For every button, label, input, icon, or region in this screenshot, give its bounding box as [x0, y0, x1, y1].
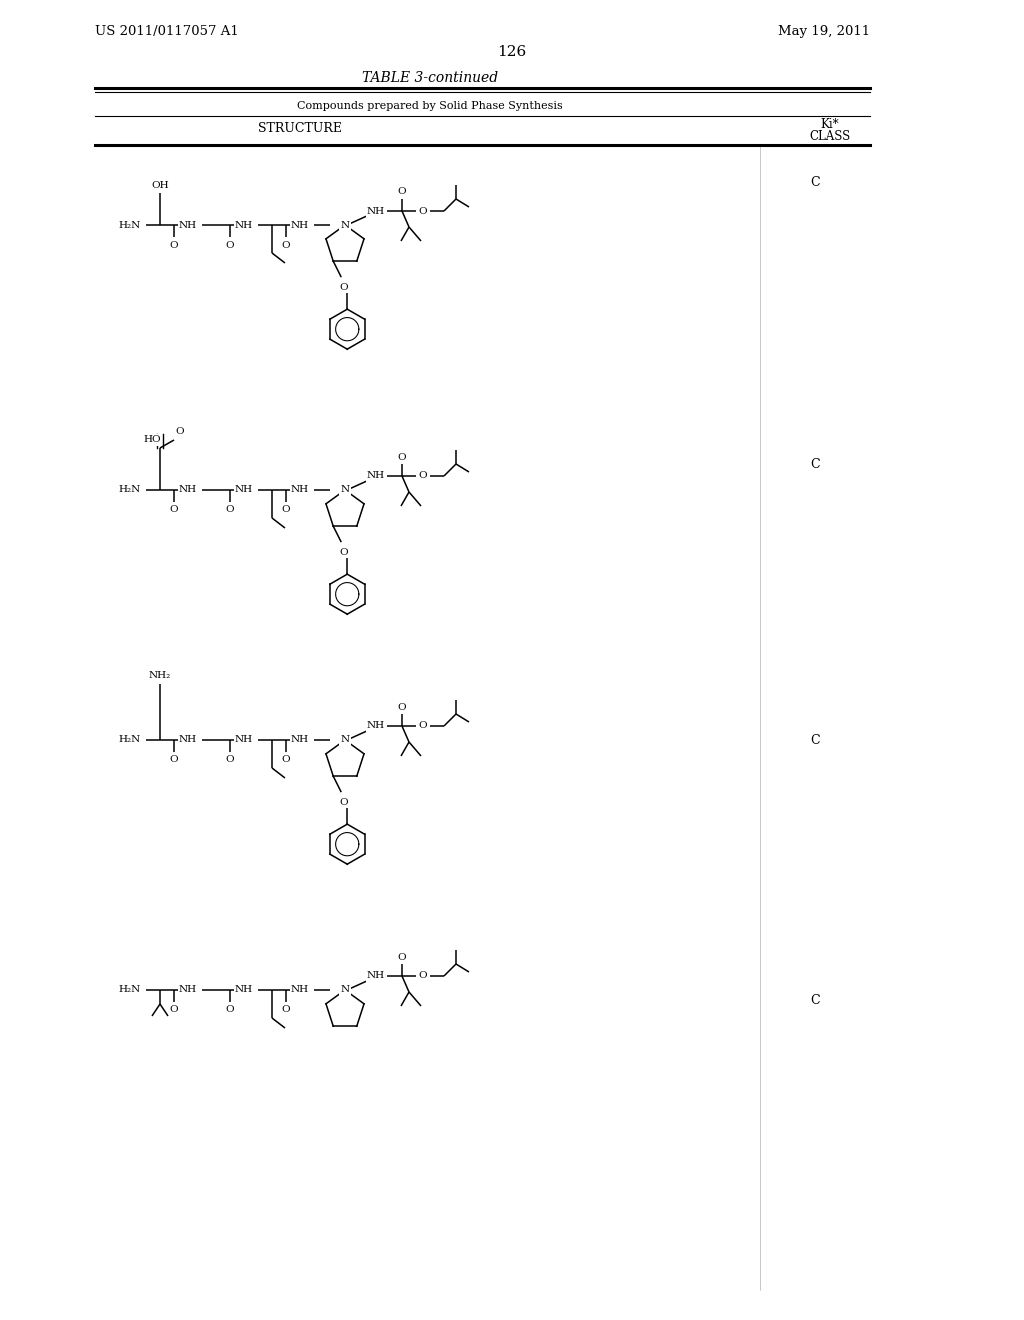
Text: O: O [397, 702, 407, 711]
Text: NH: NH [291, 735, 309, 744]
Text: H₂N: H₂N [119, 986, 141, 994]
Text: O: O [397, 953, 407, 961]
Text: O: O [339, 548, 347, 557]
Text: N: N [340, 220, 349, 230]
Text: O: O [170, 506, 178, 515]
Text: NH: NH [291, 986, 309, 994]
Text: O: O [419, 206, 427, 215]
Text: O: O [225, 755, 234, 764]
Text: N: N [340, 486, 349, 495]
Text: O: O [339, 282, 347, 292]
Text: NH: NH [367, 471, 385, 480]
Text: N: N [340, 986, 349, 994]
Text: H₂N: H₂N [119, 735, 141, 744]
Text: HO: HO [143, 436, 161, 445]
Text: O: O [225, 506, 234, 515]
Text: NH: NH [179, 220, 197, 230]
Text: NH: NH [179, 735, 197, 744]
Text: O: O [176, 428, 184, 437]
Text: O: O [170, 755, 178, 764]
Text: NH: NH [234, 735, 253, 744]
Text: O: O [282, 755, 291, 764]
Text: C: C [810, 994, 820, 1006]
Text: O: O [397, 453, 407, 462]
Text: O: O [170, 240, 178, 249]
Text: May 19, 2011: May 19, 2011 [778, 25, 870, 38]
Text: NH: NH [367, 722, 385, 730]
Text: NH: NH [234, 486, 253, 495]
Text: CLASS: CLASS [809, 129, 851, 143]
Text: O: O [397, 187, 407, 197]
Text: O: O [225, 240, 234, 249]
Text: NH₂: NH₂ [148, 672, 171, 681]
Text: NH: NH [291, 486, 309, 495]
Text: OH: OH [152, 181, 169, 190]
Text: NH: NH [234, 986, 253, 994]
Text: O: O [419, 722, 427, 730]
Text: O: O [419, 471, 427, 480]
Text: 126: 126 [498, 45, 526, 59]
Text: STRUCTURE: STRUCTURE [258, 121, 342, 135]
Text: NH: NH [234, 220, 253, 230]
Text: O: O [282, 1006, 291, 1015]
Text: O: O [282, 240, 291, 249]
Text: NH: NH [179, 986, 197, 994]
Text: Ki*: Ki* [820, 119, 840, 132]
Text: C: C [810, 176, 820, 189]
Text: H₂N: H₂N [119, 486, 141, 495]
Text: O: O [170, 1006, 178, 1015]
Text: O: O [225, 1006, 234, 1015]
Text: Compounds prepared by Solid Phase Synthesis: Compounds prepared by Solid Phase Synthe… [297, 102, 563, 111]
Text: C: C [810, 734, 820, 747]
Text: O: O [339, 797, 347, 807]
Text: US 2011/0117057 A1: US 2011/0117057 A1 [95, 25, 239, 38]
Text: O: O [419, 972, 427, 981]
Text: O: O [282, 506, 291, 515]
Text: TABLE 3-continued: TABLE 3-continued [361, 71, 498, 84]
Text: H₂N: H₂N [119, 220, 141, 230]
Text: NH: NH [179, 486, 197, 495]
Text: NH: NH [291, 220, 309, 230]
Text: C: C [810, 458, 820, 471]
Text: N: N [340, 735, 349, 744]
Text: NH: NH [367, 972, 385, 981]
Text: NH: NH [367, 206, 385, 215]
